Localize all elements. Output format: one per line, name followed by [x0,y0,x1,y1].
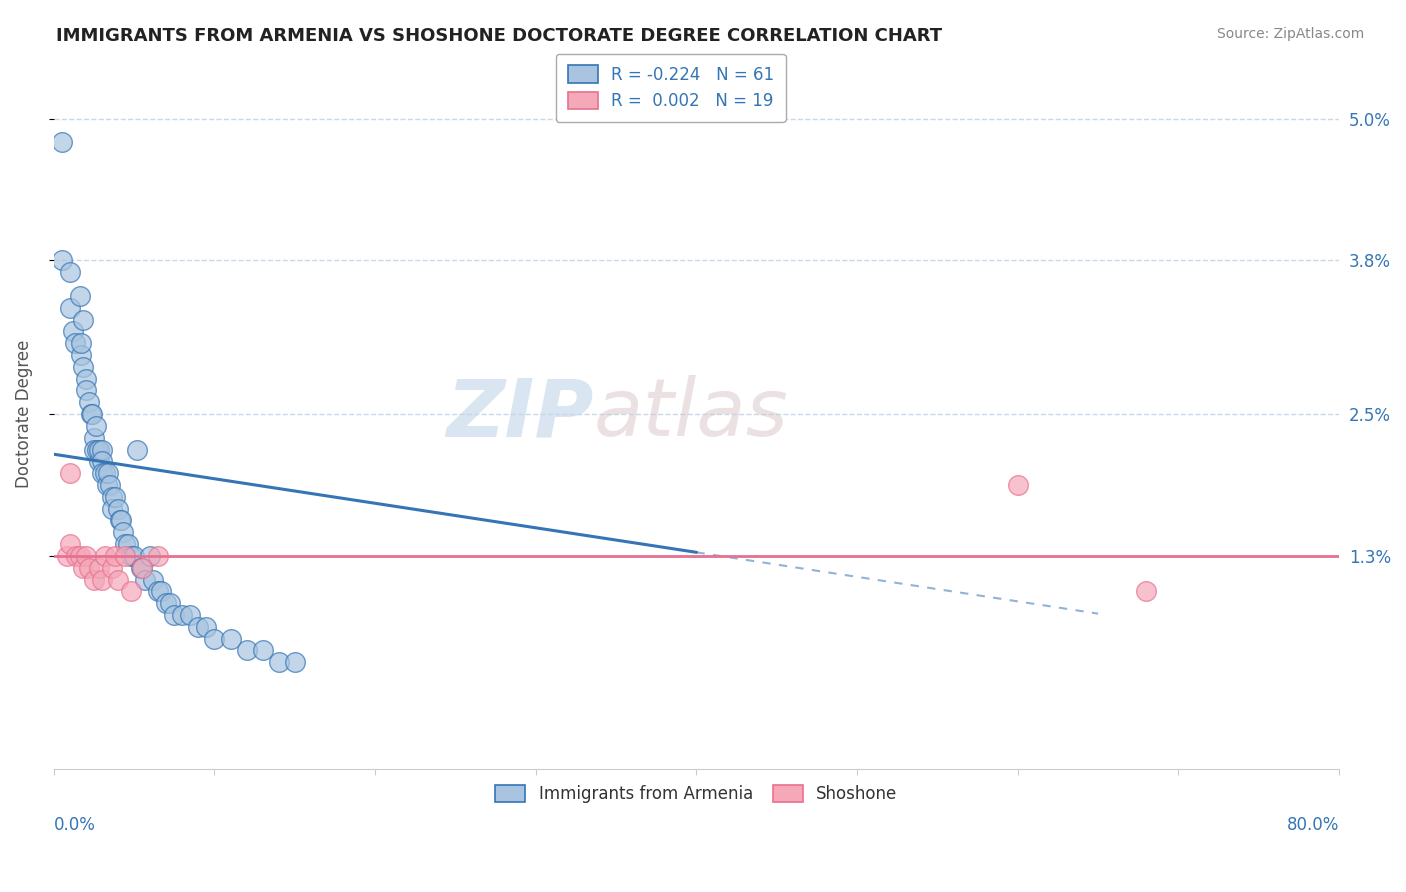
Point [83,573,105,587]
Point [94,466,117,480]
Point [235,643,257,657]
Point [163,607,186,622]
Point [94,549,117,563]
Point [284,655,307,669]
Point [195,620,218,634]
Point [59,265,82,279]
Point [82,407,104,421]
Point [65,549,87,563]
Point [87,442,110,457]
Point [80,407,103,421]
Point [129,560,152,574]
Point [204,632,226,646]
Point [77,395,100,409]
Point [100,490,122,504]
Point [91,573,114,587]
Point [97,466,120,480]
Point [51,253,73,268]
Point [69,289,91,303]
Point [77,560,100,574]
Point [75,384,97,398]
Point [117,537,139,551]
Point [59,537,82,551]
Point [87,454,110,468]
Point [91,442,114,457]
Point [91,466,114,480]
Point [111,525,134,540]
Point [187,620,209,634]
Point [142,573,165,587]
Point [70,336,93,351]
Point [107,501,129,516]
Point [150,584,173,599]
Point [72,560,94,574]
Y-axis label: Doctorate Degree: Doctorate Degree [15,340,32,488]
Text: Source: ZipAtlas.com: Source: ZipAtlas.com [1216,27,1364,41]
Point [148,549,170,563]
Point [134,573,156,587]
Text: atlas: atlas [593,376,789,453]
Point [75,549,97,563]
Point [87,560,110,574]
Point [104,490,127,504]
Point [91,454,114,468]
Point [75,372,97,386]
Text: ZIP: ZIP [446,376,593,453]
Point [72,359,94,374]
Point [1135,584,1157,599]
Point [86,442,108,457]
Point [120,549,142,563]
Point [252,643,274,657]
Point [98,478,121,492]
Point [114,537,136,551]
Point [100,560,122,574]
Point [59,301,82,315]
Text: 0.0%: 0.0% [53,816,96,834]
Point [155,596,177,610]
Point [172,607,194,622]
Point [108,513,131,527]
Point [84,418,107,433]
Point [179,607,201,622]
Point [62,325,84,339]
Text: 80.0%: 80.0% [1286,816,1339,834]
Text: IMMIGRANTS FROM ARMENIA VS SHOSHONE DOCTORATE DEGREE CORRELATION CHART: IMMIGRANTS FROM ARMENIA VS SHOSHONE DOCT… [56,27,942,45]
Point [83,431,105,445]
Point [267,655,290,669]
Point [96,478,118,492]
Legend: Immigrants from Armenia, Shoshone: Immigrants from Armenia, Shoshone [485,775,908,814]
Point [148,584,170,599]
Point [139,549,162,563]
Point [110,513,132,527]
Point [70,348,93,362]
Point [55,549,77,563]
Point [107,573,129,587]
Point [122,549,145,563]
Point [63,336,86,351]
Point [127,442,149,457]
Point [72,312,94,326]
Point [59,466,82,480]
Point [219,632,242,646]
Point [51,136,73,150]
Point [131,560,153,574]
Point [1007,478,1029,492]
Point [159,596,181,610]
Point [104,549,127,563]
Point [69,549,91,563]
Point [83,442,105,457]
Point [114,549,136,563]
Point [120,584,142,599]
Point [100,501,122,516]
Point [131,560,153,574]
